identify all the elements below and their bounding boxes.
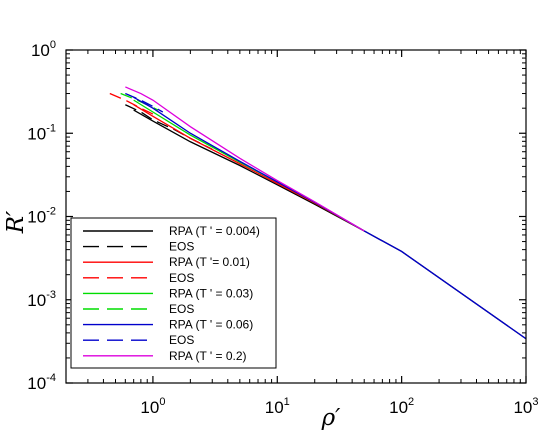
y-tick-base: 10 [27, 208, 46, 227]
x-tick-exponent: 1 [284, 396, 290, 408]
x-tick-label: 100 [140, 396, 165, 417]
series-line-3 [109, 92, 154, 115]
x-tick-label: 102 [389, 396, 414, 417]
series-layer [109, 86, 527, 340]
y-tick-base: 10 [27, 374, 46, 393]
x-tick-base: 10 [513, 398, 532, 417]
x-tick-base: 10 [265, 398, 284, 417]
y-tick-exponent: -4 [46, 372, 56, 384]
x-tick-base: 10 [140, 398, 159, 417]
y-axis-label: R′ [3, 210, 29, 234]
y-tick-exponent: -2 [46, 206, 56, 218]
y-tick-label: 100 [31, 39, 56, 60]
y-tick-base: 10 [27, 291, 46, 310]
y-tick-label: 10-1 [27, 122, 56, 143]
legend-label-7: EOS [169, 333, 194, 347]
series-line-7 [125, 92, 164, 113]
series-line-6 [133, 96, 527, 340]
x-axis-label: ρ′ [321, 405, 342, 431]
x-tick-label: 103 [513, 396, 538, 417]
y-tick-label: 10-4 [27, 372, 56, 393]
legend-label-3: EOS [169, 271, 194, 285]
legend-label-5: EOS [169, 302, 194, 316]
x-tick-label: 101 [265, 396, 290, 417]
y-tick-exponent: 0 [50, 39, 56, 51]
x-tick-exponent: 0 [159, 396, 165, 408]
legend-label-1: EOS [169, 240, 194, 254]
x-tick-base: 10 [389, 398, 408, 417]
y-tick-label: 10-3 [27, 289, 56, 310]
series-line-8 [125, 86, 365, 232]
y-tick-label: 10-2 [27, 206, 56, 227]
x-tick-exponent: 2 [408, 396, 414, 408]
legend-label-6: RPA (T ' = 0.06) [169, 318, 253, 332]
y-tick-exponent: -3 [46, 289, 56, 301]
y-tick-base: 10 [27, 124, 46, 143]
x-tick-exponent: 3 [532, 396, 538, 408]
legend-label-8: RPA (T ' = 0.2) [169, 349, 247, 363]
legend-label-2: RPA (T '= 0.01) [169, 255, 250, 269]
legend-label-4: RPA (T ' = 0.03) [169, 286, 253, 300]
y-tick-exponent: -1 [46, 122, 56, 134]
legend-label-0: RPA (T ' = 0.004) [169, 224, 260, 238]
y-tick-base: 10 [31, 41, 50, 60]
